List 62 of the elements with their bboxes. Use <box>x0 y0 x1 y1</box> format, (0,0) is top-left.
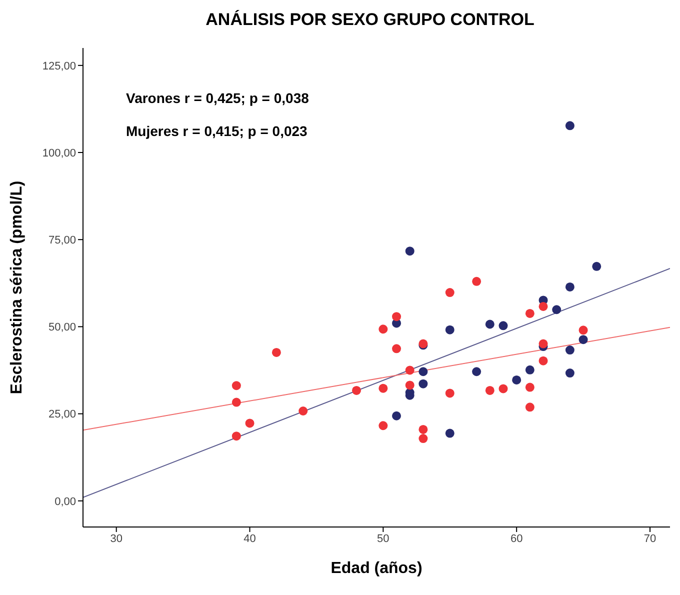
point <box>392 312 402 322</box>
x-tick-label: 40 <box>244 532 256 545</box>
point <box>538 302 548 311</box>
point <box>525 402 534 412</box>
point <box>578 335 588 344</box>
point <box>485 320 494 329</box>
point <box>498 384 508 394</box>
point <box>352 386 361 395</box>
point <box>592 262 602 271</box>
x-tick-label: 70 <box>644 532 656 545</box>
y-tick-label: 25,00 <box>48 408 76 421</box>
point <box>552 305 562 314</box>
point <box>272 348 281 357</box>
point <box>378 421 388 430</box>
point <box>578 326 588 335</box>
point <box>418 379 428 388</box>
point <box>525 365 534 374</box>
point <box>472 367 482 376</box>
point <box>232 381 241 390</box>
point <box>232 432 241 441</box>
point <box>565 121 574 130</box>
point <box>565 346 574 355</box>
chart-title: ANÁLISIS POR SEXO GRUPO CONTROL <box>204 9 536 31</box>
y-tick-label: 50,00 <box>48 322 76 334</box>
y-tick-label: 0,00 <box>54 496 76 508</box>
point <box>445 388 454 398</box>
point <box>565 368 574 378</box>
point <box>538 356 548 366</box>
x-tick-label: 30 <box>110 532 122 545</box>
point <box>418 367 428 376</box>
point <box>418 424 428 434</box>
point <box>498 321 508 330</box>
point <box>392 411 402 420</box>
point <box>418 434 428 444</box>
point <box>378 324 388 334</box>
y-tick-label: 125,00 <box>42 60 76 72</box>
annotation: Mujeres r = 0,415; p = 0,023 <box>126 123 308 139</box>
point <box>445 428 454 438</box>
point <box>298 406 308 416</box>
point <box>565 282 574 292</box>
point <box>445 288 454 298</box>
x-tick-label: 50 <box>377 532 390 545</box>
point <box>525 308 534 318</box>
y-tick-label: 100,00 <box>42 147 76 160</box>
point <box>485 386 494 395</box>
point <box>538 339 548 348</box>
y-axis-title: Esclerostina sérica (pmol/L) <box>8 180 26 394</box>
point <box>512 375 522 384</box>
point <box>472 276 482 286</box>
point <box>392 344 402 354</box>
point <box>405 366 414 375</box>
point <box>245 418 254 428</box>
point <box>232 398 241 407</box>
point <box>445 325 454 334</box>
x-tick-label: 60 <box>510 532 523 545</box>
point <box>525 382 534 392</box>
point <box>405 380 414 390</box>
point <box>405 246 414 256</box>
y-tick-label: 75,00 <box>48 234 76 247</box>
x-axis-title: Edad (años) <box>330 560 422 577</box>
annotation: Varones r = 0,425; p = 0,038 <box>126 90 309 106</box>
point <box>378 384 388 393</box>
